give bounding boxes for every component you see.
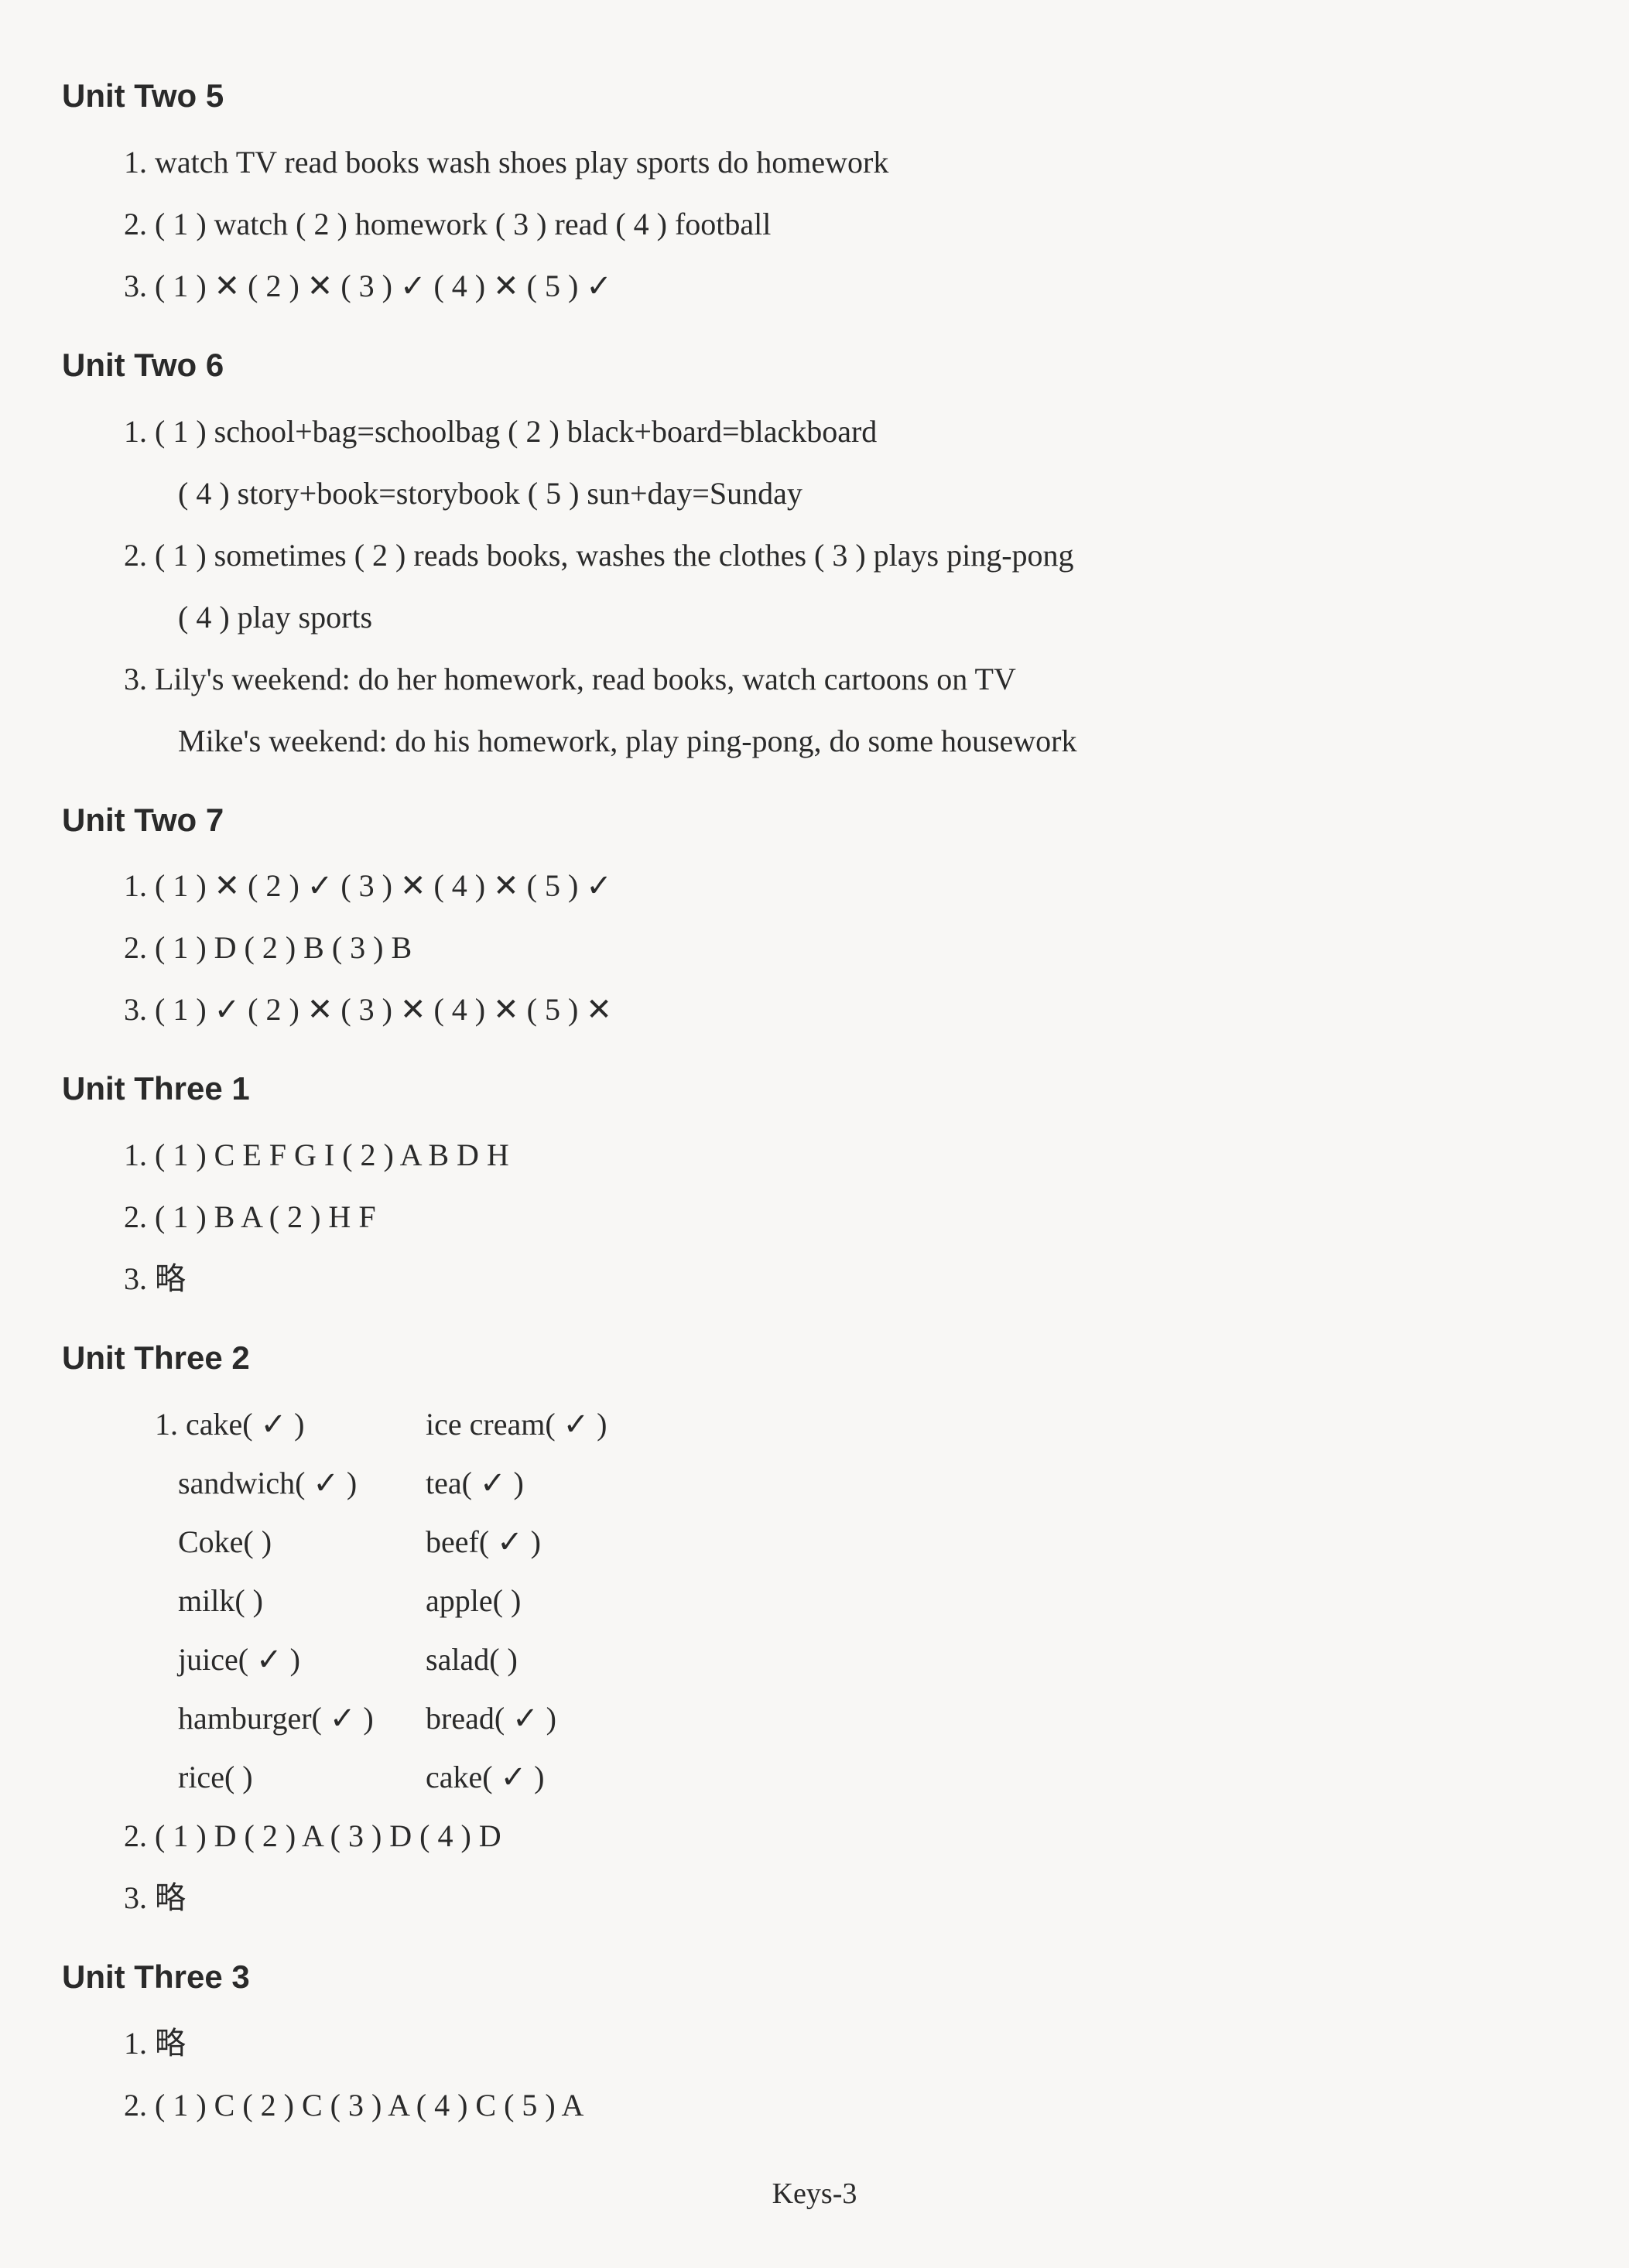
answer-row: hamburger( ✓ ) bread( ✓ ) [62,1689,1567,1748]
unit-heading: Unit Two 6 [62,334,1567,396]
answer-line: 3. Lily's weekend: do her homework, read… [62,650,1567,709]
col-right: bread( ✓ ) [426,1689,1567,1748]
answer-row: juice( ✓ ) salad( ) [62,1630,1567,1689]
answer-line: 3. 略 [62,1869,1567,1928]
col-right: salad( ) [426,1630,1567,1689]
col-left: sandwich( ✓ ) [178,1454,426,1513]
unit-heading: Unit Two 5 [62,65,1567,127]
col-left: rice( ) [178,1748,426,1807]
col-left: Coke( ) [178,1513,426,1572]
answer-line: 3. ( 1 ) ✕ ( 2 ) ✕ ( 3 ) ✓ ( 4 ) ✕ ( 5 )… [62,257,1567,316]
col-left: juice( ✓ ) [178,1630,426,1689]
page-footer: Keys-3 [62,2166,1567,2222]
answer-line: 1. ( 1 ) school+bag=schoolbag ( 2 ) blac… [62,402,1567,461]
answer-line: 2. ( 1 ) D ( 2 ) B ( 3 ) B [62,918,1567,977]
answer-line: 2. ( 1 ) sometimes ( 2 ) reads books, wa… [62,526,1567,585]
col-right: beef( ✓ ) [426,1513,1567,1572]
unit-heading: Unit Three 1 [62,1058,1567,1120]
answer-row: 1. cake( ✓ ) ice cream( ✓ ) [62,1395,1567,1454]
col-right: tea( ✓ ) [426,1454,1567,1513]
answer-row: milk( ) apple( ) [62,1572,1567,1630]
col-left: milk( ) [178,1572,426,1630]
answer-line: 1. watch TV read books wash shoes play s… [62,133,1567,192]
answer-line: 2. ( 1 ) watch ( 2 ) homework ( 3 ) read… [62,195,1567,254]
col-left: hamburger( ✓ ) [178,1689,426,1748]
answer-line: 2. ( 1 ) C ( 2 ) C ( 3 ) A ( 4 ) C ( 5 )… [62,2076,1567,2135]
answer-line: 1. ( 1 ) ✕ ( 2 ) ✓ ( 3 ) ✕ ( 4 ) ✕ ( 5 )… [62,857,1567,915]
answer-row: Coke( ) beef( ✓ ) [62,1513,1567,1572]
answer-line: ( 4 ) story+book=storybook ( 5 ) sun+day… [62,464,1567,523]
col-right: ice cream( ✓ ) [426,1395,1567,1454]
unit-heading: Unit Three 2 [62,1327,1567,1389]
answer-row: sandwich( ✓ ) tea( ✓ ) [62,1454,1567,1513]
answer-line: Mike's weekend: do his homework, play pi… [62,712,1567,771]
answer-line: 1. ( 1 ) C E F G I ( 2 ) A B D H [62,1126,1567,1185]
unit-heading: Unit Three 3 [62,1946,1567,2008]
answer-line: ( 4 ) play sports [62,588,1567,647]
col-right: cake( ✓ ) [426,1748,1567,1807]
col-left: 1. cake( ✓ ) [155,1395,426,1454]
answer-line: 2. ( 1 ) B A ( 2 ) H F [62,1188,1567,1247]
col-right: apple( ) [426,1572,1567,1630]
answer-line: 3. ( 1 ) ✓ ( 2 ) ✕ ( 3 ) ✕ ( 4 ) ✕ ( 5 )… [62,980,1567,1039]
answer-line: 3. 略 [62,1250,1567,1308]
unit-heading: Unit Two 7 [62,789,1567,851]
answer-line: 1. 略 [62,2014,1567,2073]
answer-line: 2. ( 1 ) D ( 2 ) A ( 3 ) D ( 4 ) D [62,1807,1567,1866]
answer-row: rice( ) cake( ✓ ) [62,1748,1567,1807]
